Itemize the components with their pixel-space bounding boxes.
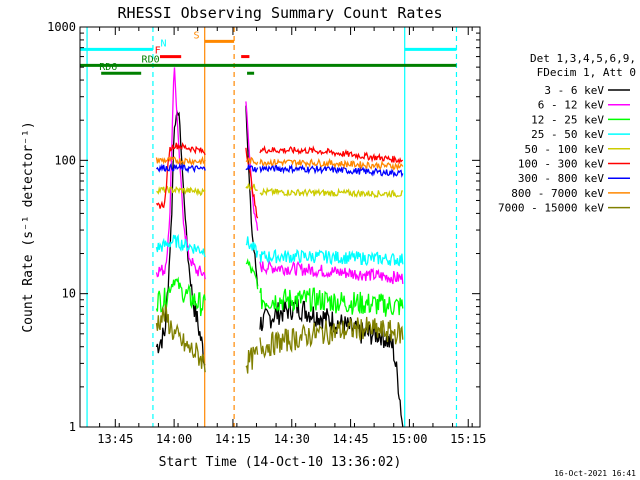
legend-label-3: 25 - 50 keV [531,128,604,141]
series-line-5-seg-2 [259,145,404,165]
series-line-7-seg-1 [245,156,259,166]
series-line-0-seg-1 [245,105,259,287]
y-tick-label-3: 1000 [47,20,76,34]
x-tick-label-1: 14:00 [156,432,192,446]
series-line-6-seg-2 [259,163,404,178]
series-line-7-seg-0 [155,155,206,166]
series-line-8-seg-2 [259,316,404,359]
series-line-4-seg-2 [259,186,403,199]
flag-label-0: N [161,38,167,49]
y-tick-label-1: 10 [62,287,76,301]
series-line-2-seg-1 [245,257,259,290]
legend-label-4: 50 - 100 keV [525,143,605,156]
series-line-3-seg-0 [155,233,206,258]
legend-label-1: 6 - 12 keV [538,99,605,112]
timestamp: 16-Oct-2021 16:41 [554,469,636,478]
legend: Det 1,3,4,5,6,9,FDecim 1, Att 0 3 - 6 keV… [498,52,636,215]
legend-label-6: 300 - 800 keV [518,172,604,185]
legend-label-0: 3 - 6 keV [544,84,604,97]
x-tick-label-0: 13:45 [97,432,133,446]
series-line-1-seg-2 [259,260,404,285]
series-line-8-seg-1 [245,345,259,374]
series-line-3-seg-2 [259,248,404,267]
series-line-4-seg-0 [156,185,206,197]
y-tick-label-2: 100 [54,153,76,167]
x-tick-label-5: 15:00 [391,432,427,446]
x-tick-label-6: 15:15 [450,432,486,446]
legend-label-2: 12 - 25 keV [531,113,604,126]
y-tick-label-0: 1 [69,420,76,434]
axes: 13:45 14:00 14:15 14:30 14:45 15:00 15:15 1 10 10… [47,20,486,446]
x-axis-label: Start Time (14-Oct-10 13:36:02) [159,455,402,470]
flag-label-1: S [193,30,199,41]
legend-label-8: 7000 - 15000 keV [498,202,604,215]
series-line-0-seg-0 [155,110,206,366]
flag-label-4: RD6 [99,62,117,73]
legend-title-1: FDecim 1, Att 0 [537,66,636,79]
series-line-7-seg-2 [259,157,404,172]
x-tick-label-2: 14:15 [215,432,251,446]
chart-title: RHESSI Observing Summary Count Rates [117,4,442,22]
plot-frame [79,26,481,428]
series-line-2-seg-0 [155,276,206,317]
series-line-2-seg-2 [259,287,404,317]
y-axis-label: Count Rate (s⁻¹ detector⁻¹) [21,121,36,332]
flag-label-3: RD0 [142,54,160,65]
series-line-8-seg-0 [155,304,206,373]
series-line-3-seg-1 [245,236,259,258]
legend-title-0: Det 1,3,4,5,6,9, [530,52,636,65]
series-line-1-seg-0 [155,67,206,280]
flag-label-2: F [155,46,161,57]
series-line-6-seg-0 [155,162,206,174]
legend-label-7: 800 - 7000 keV [511,187,604,200]
x-tick-label-4: 14:45 [333,432,369,446]
series-line-5-seg-0 [155,141,206,209]
legend-label-5: 100 - 300 keV [518,158,604,171]
series-line-0-seg-2 [259,297,404,427]
series-line-6-seg-1 [245,164,259,173]
x-tick-label-3: 14:30 [274,432,310,446]
